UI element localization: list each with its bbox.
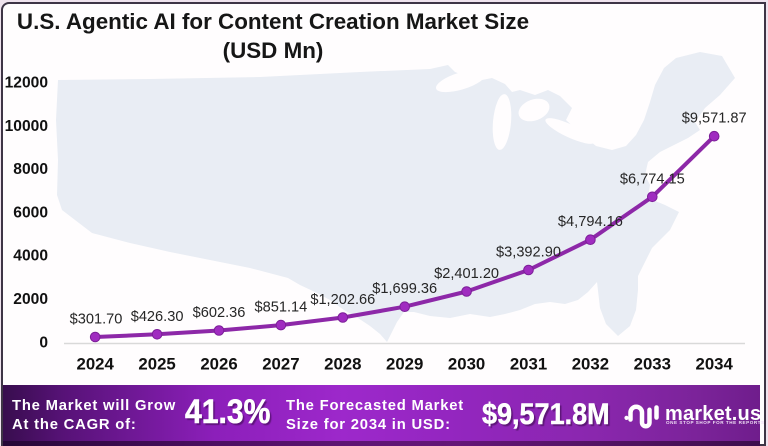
svg-text:8000: 8000 bbox=[13, 161, 48, 178]
svg-text:6000: 6000 bbox=[13, 204, 48, 221]
svg-text:2030: 2030 bbox=[448, 355, 485, 374]
svg-text:$851.14: $851.14 bbox=[255, 300, 308, 316]
svg-text:2034: 2034 bbox=[696, 355, 734, 374]
svg-text:2024: 2024 bbox=[77, 355, 115, 374]
svg-text:2033: 2033 bbox=[634, 355, 671, 374]
svg-text:2031: 2031 bbox=[510, 355, 547, 374]
svg-text:2000: 2000 bbox=[13, 291, 48, 308]
svg-text:0: 0 bbox=[39, 334, 48, 351]
svg-text:$9,571.87: $9,571.87 bbox=[682, 111, 747, 127]
svg-text:4000: 4000 bbox=[13, 248, 48, 265]
svg-text:$301.70: $301.70 bbox=[70, 312, 123, 328]
svg-text:2026: 2026 bbox=[200, 355, 237, 374]
svg-text:$602.36: $602.36 bbox=[193, 305, 246, 321]
svg-text:2027: 2027 bbox=[262, 355, 299, 374]
svg-text:12000: 12000 bbox=[5, 75, 49, 92]
svg-text:$426.30: $426.30 bbox=[131, 309, 184, 325]
svg-text:2029: 2029 bbox=[386, 355, 423, 374]
svg-text:$4,794.16: $4,794.16 bbox=[558, 214, 623, 230]
svg-text:2025: 2025 bbox=[138, 355, 175, 374]
svg-text:$3,392.90: $3,392.90 bbox=[496, 245, 561, 261]
svg-text:$6,774.15: $6,774.15 bbox=[620, 171, 685, 187]
svg-text:$1,699.36: $1,699.36 bbox=[372, 281, 437, 297]
svg-text:10000: 10000 bbox=[5, 118, 49, 135]
svg-text:$2,401.20: $2,401.20 bbox=[434, 266, 499, 282]
svg-text:$1,202.66: $1,202.66 bbox=[310, 292, 375, 308]
svg-text:2032: 2032 bbox=[572, 355, 609, 374]
svg-text:2028: 2028 bbox=[324, 355, 361, 374]
